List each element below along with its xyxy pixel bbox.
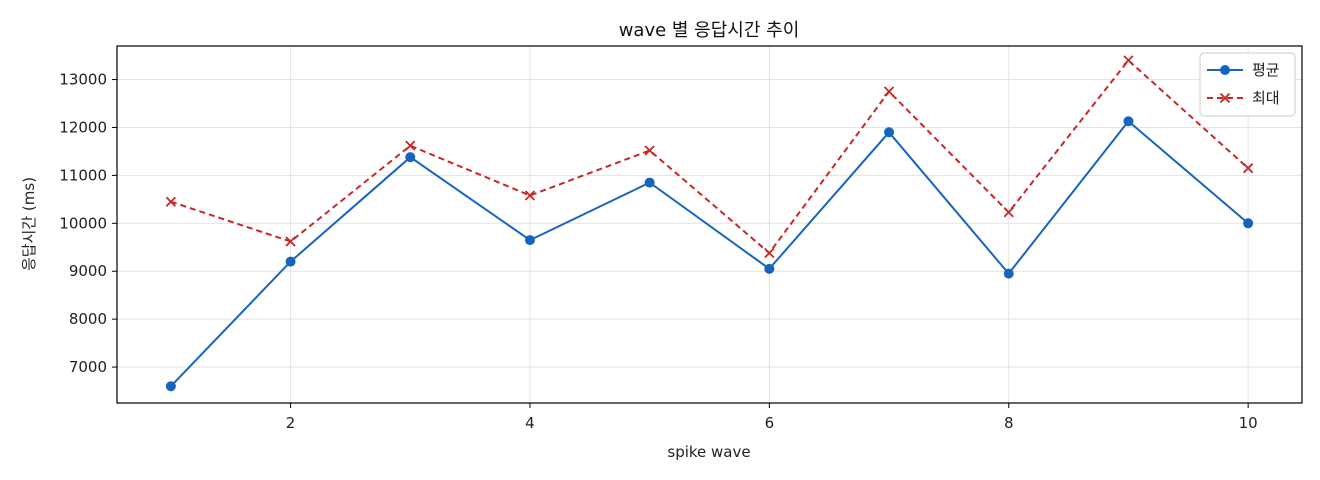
data-point — [165, 196, 177, 207]
data-point — [405, 140, 416, 151]
series-1 — [165, 116, 1254, 392]
series-layer — [165, 55, 1254, 392]
data-point — [883, 86, 895, 97]
x-axis-ticks: 2 4 6 8 10 — [286, 403, 1258, 432]
y-tick-label: 11000 — [59, 166, 107, 184]
data-point — [1003, 207, 1014, 218]
data-point — [884, 127, 895, 138]
legend-label: 최대 — [1252, 89, 1280, 107]
y-axis-ticks: 7000 8000 9000 10000 11000 12000 13000 — [59, 71, 117, 376]
y-tick-label: 13000 — [59, 71, 107, 89]
data-point — [1243, 218, 1254, 229]
x-axis-title: spike wave — [667, 443, 750, 461]
data-point — [524, 235, 535, 246]
data-point — [644, 177, 655, 188]
series-2 — [165, 55, 1254, 259]
x-tick-label: 10 — [1239, 414, 1258, 432]
data-point — [405, 152, 416, 163]
y-tick-label: 10000 — [59, 214, 107, 232]
x-tick-label: 2 — [286, 414, 296, 432]
legend-marker — [1220, 65, 1230, 75]
x-tick-label: 4 — [525, 414, 535, 432]
series-line — [170, 58, 1249, 255]
data-point — [1123, 55, 1134, 66]
y-tick-label: 9000 — [69, 262, 107, 280]
data-point — [1003, 268, 1014, 279]
data-point — [764, 247, 775, 259]
series-line — [170, 119, 1249, 387]
legend-marker — [1219, 92, 1231, 104]
data-point — [524, 190, 536, 201]
data-point — [285, 256, 296, 267]
data-point — [1243, 163, 1254, 174]
chart-title: wave 별 응답시간 추이 — [619, 20, 800, 41]
y-tick-label: 12000 — [59, 118, 107, 136]
plot-frame — [116, 45, 1303, 404]
data-point — [165, 381, 176, 392]
legend-label: 평균 — [1252, 61, 1280, 79]
y-tick-label: 7000 — [69, 358, 107, 376]
legend-box — [1199, 52, 1296, 117]
data-point — [644, 145, 655, 156]
x-tick-label: 8 — [1004, 414, 1014, 432]
data-point — [285, 236, 296, 247]
data-point — [1123, 116, 1134, 127]
x-tick-label: 6 — [765, 414, 775, 432]
y-tick-label: 8000 — [69, 310, 107, 328]
data-point — [764, 263, 775, 274]
y-axis-title: 응답시간 (ms) — [20, 177, 38, 271]
